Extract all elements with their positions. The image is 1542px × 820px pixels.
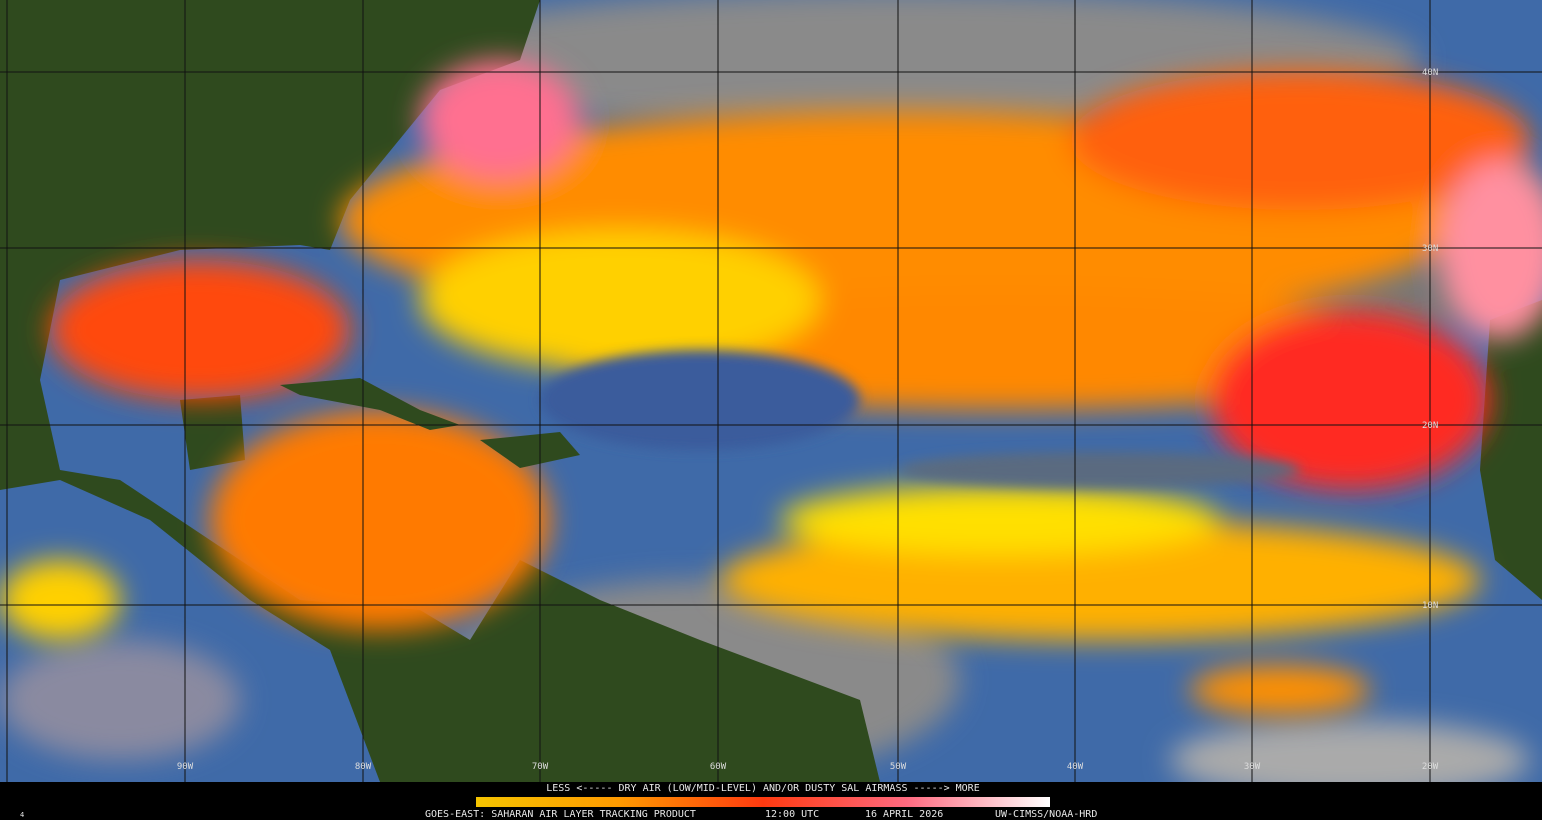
lat-label: 30N (1422, 244, 1438, 254)
satellite-image (0, 0, 1542, 800)
legend-caption: LESS <----- DRY AIR (LOW/MID-LEVEL) AND/… (546, 783, 979, 794)
lon-label: 80W (355, 762, 372, 772)
lon-label: 90W (177, 762, 194, 772)
lon-label: 30W (1244, 762, 1261, 772)
date: 16 APRIL 2026 (865, 809, 943, 820)
color-scale (476, 797, 1050, 807)
lat-label: 10N (1422, 601, 1438, 611)
lat-label: 40N (1422, 68, 1438, 78)
lon-label: 20W (1422, 762, 1439, 772)
time: 12:00 UTC (765, 809, 819, 820)
lon-label: 50W (890, 762, 907, 772)
lat-label: 20N (1422, 421, 1438, 431)
lon-label: 40W (1067, 762, 1084, 772)
lon-label: 70W (532, 762, 549, 772)
graticule (0, 0, 1542, 782)
frame: 4 (20, 811, 24, 819)
lon-label: 60W (710, 762, 727, 772)
lon-labels: 90W 80W 70W 60W 50W 40W 30W 20W (177, 762, 1439, 772)
lat-labels: 40N 30N 20N 10N (1422, 68, 1438, 611)
credit: UW-CIMSS/NOAA-HRD (995, 809, 1097, 820)
product: GOES-EAST: SAHARAN AIR LAYER TRACKING PR… (425, 809, 696, 820)
